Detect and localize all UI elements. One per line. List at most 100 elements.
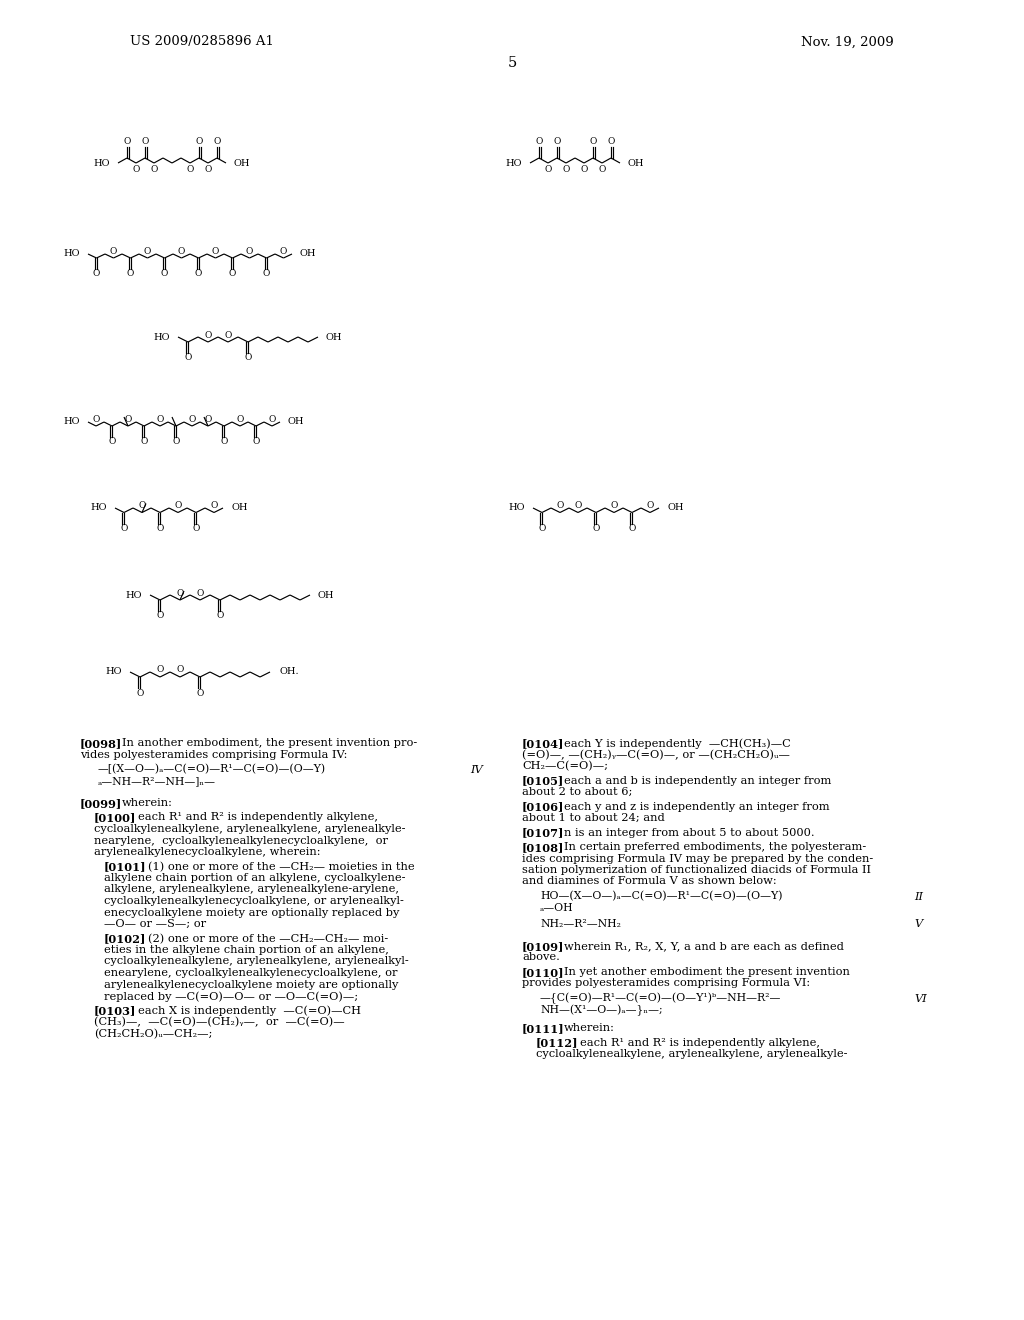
Text: —O— or —S—; or: —O— or —S—; or [104, 919, 206, 929]
Text: O: O [197, 689, 204, 697]
Text: O: O [157, 611, 164, 620]
Text: [0105]: [0105] [522, 776, 564, 787]
Text: O: O [127, 269, 134, 279]
Text: [0098]: [0098] [80, 738, 122, 748]
Text: HO: HO [154, 333, 170, 342]
Text: O: O [216, 611, 223, 620]
Text: O: O [592, 524, 600, 533]
Text: O: O [246, 247, 253, 256]
Text: each R¹ and R² is independently alkylene,: each R¹ and R² is independently alkylene… [580, 1038, 820, 1048]
Text: CH₂—C(=O)—;: CH₂—C(=O)—; [522, 762, 608, 771]
Text: [0111]: [0111] [522, 1023, 564, 1034]
Text: O: O [252, 437, 260, 446]
Text: OH: OH [234, 158, 251, 168]
Text: O: O [110, 247, 117, 256]
Text: each Y is independently  —CH(CH₃)—C: each Y is independently —CH(CH₃)—C [564, 738, 791, 748]
Text: cycloalkylenealkylene, arylenealkylene, arylenealkyle-: cycloalkylenealkylene, arylenealkylene, … [536, 1049, 848, 1059]
Text: OH: OH [231, 503, 248, 512]
Text: arylenealkylenecycloalkylene, wherein:: arylenealkylenecycloalkylene, wherein: [94, 847, 321, 857]
Text: O: O [178, 247, 185, 256]
Text: [0108]: [0108] [522, 842, 564, 853]
Text: [0104]: [0104] [522, 738, 564, 748]
Text: O: O [184, 354, 191, 363]
Text: O: O [161, 269, 168, 279]
Text: O: O [172, 437, 179, 446]
Text: HO: HO [93, 158, 110, 168]
Text: O: O [545, 165, 552, 174]
Text: O: O [151, 165, 158, 174]
Text: IV: IV [470, 766, 482, 775]
Text: n is an integer from about 5 to about 5000.: n is an integer from about 5 to about 50… [564, 828, 815, 837]
Text: alkylene, arylenealkylene, arylenealkylene-arylene,: alkylene, arylenealkylene, arylenealkyle… [104, 884, 399, 895]
Text: V: V [914, 919, 923, 929]
Text: (CH₃)—,  —C(=O)—(CH₂)ᵧ—,  or  —C(=O)—: (CH₃)—, —C(=O)—(CH₂)ᵧ—, or —C(=O)— [94, 1016, 345, 1027]
Text: O: O [196, 137, 203, 147]
Text: and diamines of Formula V as shown below:: and diamines of Formula V as shown below… [522, 876, 776, 887]
Text: each y and z is independently an integer from: each y and z is independently an integer… [564, 801, 829, 812]
Text: ₐ—NH—R²—NH—]ₙ—: ₐ—NH—R²—NH—]ₙ— [98, 776, 216, 785]
Text: O: O [193, 524, 200, 533]
Text: O: O [629, 524, 636, 533]
Text: [0109]: [0109] [522, 941, 564, 952]
Text: each R¹ and R² is independently alkylene,: each R¹ and R² is independently alkylene… [138, 813, 378, 822]
Text: NH—(X¹—O—)ₐ—}ₙ—;: NH—(X¹—O—)ₐ—}ₙ—; [540, 1005, 663, 1016]
Text: [0110]: [0110] [522, 968, 564, 978]
Text: [0101]: [0101] [104, 862, 146, 873]
Text: II: II [914, 892, 923, 902]
Text: O: O [237, 414, 244, 424]
Text: O: O [120, 524, 128, 533]
Text: OH.: OH. [280, 668, 300, 676]
Text: each a and b is independently an integer from: each a and b is independently an integer… [564, 776, 831, 785]
Text: cycloalkylenealkylene, arylenealkylene, arylenealkyle-: cycloalkylenealkylene, arylenealkylene, … [94, 824, 406, 834]
Text: O: O [607, 137, 614, 147]
Text: O: O [228, 269, 237, 279]
Text: HO: HO [506, 158, 522, 168]
Text: O: O [92, 414, 99, 424]
Text: O: O [610, 502, 617, 510]
Text: OH: OH [300, 249, 316, 259]
Text: O: O [539, 524, 546, 533]
Text: [0103]: [0103] [94, 1006, 136, 1016]
Text: OH: OH [318, 590, 335, 599]
Text: O: O [210, 502, 218, 510]
Text: O: O [205, 165, 212, 174]
Text: —[(X—O—)ₐ—C(=O)—R¹—C(=O)—(O—Y): —[(X—O—)ₐ—C(=O)—R¹—C(=O)—(O—Y) [98, 764, 326, 775]
Text: enecycloalkylene moiety are optionally replaced by: enecycloalkylene moiety are optionally r… [104, 908, 399, 917]
Text: O: O [646, 502, 653, 510]
Text: [0100]: [0100] [94, 813, 136, 824]
Text: vides polyesteramides comprising Formula IV:: vides polyesteramides comprising Formula… [80, 750, 347, 759]
Text: [0099]: [0099] [80, 799, 122, 809]
Text: OH: OH [326, 333, 342, 342]
Text: O: O [536, 137, 543, 147]
Text: replaced by —C(=O)—O— or —O—C(=O)—;: replaced by —C(=O)—O— or —O—C(=O)—; [104, 991, 358, 1002]
Text: provides polyesteramides comprising Formula VI:: provides polyesteramides comprising Form… [522, 978, 810, 989]
Text: HO: HO [90, 503, 106, 512]
Text: O: O [581, 165, 588, 174]
Text: O: O [556, 502, 563, 510]
Text: (CH₂CH₂O)ᵤ—CH₂—;: (CH₂CH₂O)ᵤ—CH₂—; [94, 1028, 212, 1039]
Text: [0102]: [0102] [104, 933, 146, 945]
Text: O: O [213, 137, 221, 147]
Text: O: O [157, 414, 164, 424]
Text: O: O [195, 269, 202, 279]
Text: ₐ—OH: ₐ—OH [540, 903, 573, 913]
Text: O: O [143, 247, 152, 256]
Text: 5: 5 [507, 55, 517, 70]
Text: O: O [109, 437, 116, 446]
Text: O: O [123, 137, 131, 147]
Text: O: O [132, 165, 139, 174]
Text: O: O [157, 524, 164, 533]
Text: O: O [136, 689, 143, 697]
Text: O: O [263, 269, 270, 279]
Text: O: O [268, 414, 275, 424]
Text: O: O [562, 165, 569, 174]
Text: ides comprising Formula IV may be prepared by the conden-: ides comprising Formula IV may be prepar… [522, 854, 873, 863]
Text: O: O [280, 247, 287, 256]
Text: O: O [93, 269, 100, 279]
Text: In certain preferred embodiments, the polyesteram-: In certain preferred embodiments, the po… [564, 842, 866, 851]
Text: [0112]: [0112] [536, 1038, 579, 1048]
Text: wherein:: wherein: [564, 1023, 614, 1034]
Text: (1) one or more of the —CH₂— moieties in the: (1) one or more of the —CH₂— moieties in… [148, 862, 415, 871]
Text: enearylene, cycloalkylenealkylenecycloalkylene, or: enearylene, cycloalkylenealkylenecycloal… [104, 968, 397, 978]
Text: OH: OH [628, 158, 644, 168]
